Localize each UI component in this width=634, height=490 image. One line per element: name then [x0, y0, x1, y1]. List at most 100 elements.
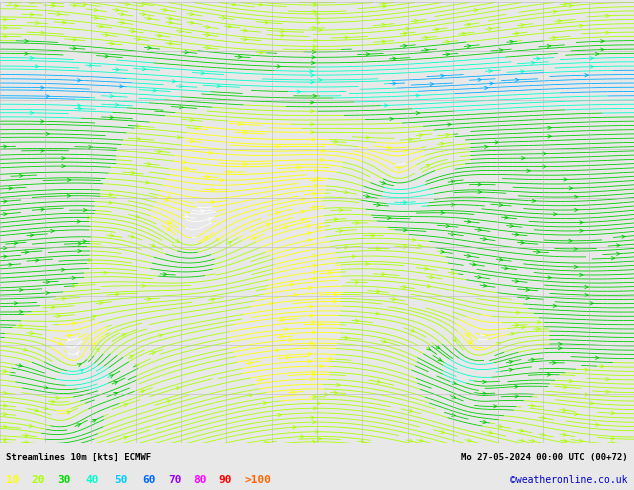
FancyArrowPatch shape [515, 78, 519, 81]
FancyArrowPatch shape [441, 250, 444, 253]
FancyArrowPatch shape [184, 167, 188, 170]
FancyArrowPatch shape [328, 357, 332, 361]
FancyArrowPatch shape [3, 369, 7, 373]
FancyArrowPatch shape [451, 413, 455, 416]
FancyArrowPatch shape [451, 232, 455, 236]
FancyArrowPatch shape [451, 180, 455, 183]
FancyArrowPatch shape [169, 21, 172, 24]
FancyArrowPatch shape [531, 358, 534, 362]
FancyArrowPatch shape [467, 23, 470, 26]
FancyArrowPatch shape [558, 20, 561, 23]
FancyArrowPatch shape [425, 49, 428, 52]
FancyArrowPatch shape [484, 86, 488, 90]
FancyArrowPatch shape [430, 82, 434, 86]
FancyArrowPatch shape [30, 1, 34, 4]
FancyArrowPatch shape [387, 146, 391, 149]
FancyArrowPatch shape [574, 195, 578, 198]
FancyArrowPatch shape [77, 424, 81, 427]
FancyArrowPatch shape [301, 198, 305, 201]
FancyArrowPatch shape [158, 334, 162, 337]
FancyArrowPatch shape [427, 347, 430, 350]
FancyArrowPatch shape [20, 174, 23, 177]
FancyArrowPatch shape [441, 430, 444, 434]
FancyArrowPatch shape [383, 340, 387, 343]
FancyArrowPatch shape [553, 213, 557, 216]
FancyArrowPatch shape [307, 224, 311, 228]
FancyArrowPatch shape [179, 29, 183, 33]
FancyArrowPatch shape [569, 187, 573, 190]
FancyArrowPatch shape [46, 132, 49, 136]
FancyArrowPatch shape [131, 171, 134, 174]
Text: 60: 60 [143, 475, 156, 485]
FancyArrowPatch shape [9, 1, 12, 4]
FancyArrowPatch shape [4, 35, 7, 38]
FancyArrowPatch shape [93, 315, 96, 318]
FancyArrowPatch shape [427, 284, 430, 288]
FancyArrowPatch shape [14, 242, 18, 245]
FancyArrowPatch shape [606, 390, 609, 393]
FancyArrowPatch shape [44, 406, 48, 410]
FancyArrowPatch shape [392, 297, 396, 301]
FancyArrowPatch shape [499, 203, 503, 207]
FancyArrowPatch shape [126, 2, 129, 5]
Text: 50: 50 [114, 475, 127, 485]
FancyArrowPatch shape [377, 203, 380, 206]
FancyArrowPatch shape [313, 206, 316, 209]
FancyArrowPatch shape [505, 216, 508, 219]
FancyArrowPatch shape [585, 285, 588, 289]
FancyArrowPatch shape [595, 52, 598, 56]
FancyArrowPatch shape [462, 32, 465, 35]
FancyArrowPatch shape [190, 140, 194, 143]
FancyArrowPatch shape [446, 224, 450, 228]
FancyArrowPatch shape [243, 37, 247, 41]
FancyArrowPatch shape [559, 343, 562, 345]
FancyArrowPatch shape [4, 441, 7, 444]
FancyArrowPatch shape [482, 380, 486, 384]
FancyArrowPatch shape [312, 56, 315, 59]
FancyArrowPatch shape [41, 120, 44, 123]
FancyArrowPatch shape [314, 169, 318, 172]
FancyArrowPatch shape [377, 290, 380, 293]
FancyArrowPatch shape [124, 403, 127, 407]
FancyArrowPatch shape [361, 440, 365, 443]
FancyArrowPatch shape [375, 312, 379, 315]
Text: Mo 27-05-2024 00:00 UTC (00+72): Mo 27-05-2024 00:00 UTC (00+72) [461, 453, 628, 462]
FancyArrowPatch shape [9, 187, 12, 190]
FancyArrowPatch shape [318, 226, 321, 229]
FancyArrowPatch shape [531, 404, 534, 407]
FancyArrowPatch shape [259, 3, 262, 6]
FancyArrowPatch shape [222, 16, 226, 20]
FancyArrowPatch shape [113, 392, 117, 395]
FancyArrowPatch shape [61, 156, 65, 160]
FancyArrowPatch shape [136, 137, 140, 141]
FancyArrowPatch shape [320, 158, 323, 162]
FancyArrowPatch shape [453, 338, 456, 342]
FancyArrowPatch shape [94, 8, 98, 12]
FancyArrowPatch shape [579, 439, 583, 442]
FancyArrowPatch shape [425, 267, 428, 270]
FancyArrowPatch shape [136, 215, 139, 218]
FancyArrowPatch shape [438, 358, 442, 361]
FancyArrowPatch shape [314, 184, 317, 188]
FancyArrowPatch shape [606, 14, 609, 18]
FancyArrowPatch shape [563, 433, 566, 436]
FancyArrowPatch shape [249, 362, 252, 365]
FancyArrowPatch shape [228, 242, 231, 245]
FancyArrowPatch shape [543, 152, 546, 155]
FancyArrowPatch shape [135, 364, 139, 367]
FancyArrowPatch shape [232, 3, 236, 6]
FancyArrowPatch shape [3, 246, 7, 250]
FancyArrowPatch shape [153, 89, 157, 92]
FancyArrowPatch shape [313, 26, 316, 29]
FancyArrowPatch shape [311, 101, 314, 104]
FancyArrowPatch shape [318, 437, 321, 441]
FancyArrowPatch shape [483, 284, 487, 287]
FancyArrowPatch shape [108, 201, 112, 204]
Text: ©weatheronline.co.uk: ©weatheronline.co.uk [510, 475, 628, 485]
FancyArrowPatch shape [553, 304, 557, 307]
FancyArrowPatch shape [276, 145, 279, 148]
FancyArrowPatch shape [309, 70, 313, 73]
FancyArrowPatch shape [313, 407, 317, 410]
FancyArrowPatch shape [179, 105, 183, 109]
FancyArrowPatch shape [313, 395, 316, 398]
